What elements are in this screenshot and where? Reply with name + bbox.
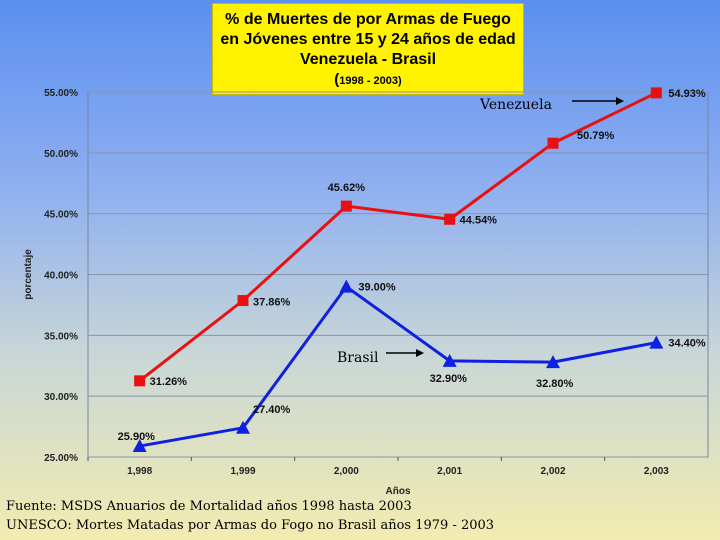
y-tick-label: 50.00% <box>44 149 78 160</box>
series-line-brasil <box>139 284 657 448</box>
subtitle-open: ( <box>334 71 340 88</box>
data-point <box>546 355 560 369</box>
arrow-head <box>416 349 424 357</box>
y-tick-label: 35.00% <box>44 331 78 342</box>
data-point <box>650 87 662 99</box>
data-label: 34.40% <box>668 338 706 350</box>
series-name-label: Venezuela <box>479 97 552 113</box>
data-point <box>340 200 352 212</box>
source-line-2: UNESCO: Mortes Matadas por Armas do Fogo… <box>6 518 495 533</box>
arrow-head <box>616 97 624 105</box>
title-line-1: % de Muertes de por Armas de Fuego <box>225 11 511 28</box>
line-chart: 25.00% 30.00% 35.00% 40.00% 45.00% 50.00% 55.0… <box>23 87 709 497</box>
chart-title: % de Muertes de por Armas de Fuego en Jó… <box>212 3 524 95</box>
data-point <box>444 213 456 225</box>
y-tick-label: 55.00% <box>44 88 78 99</box>
x-tick-label: 1,998 <box>127 466 152 477</box>
source-note: Fuente: MSDS Anuarios de Mortalidad años… <box>6 497 494 535</box>
data-label: 44.54% <box>460 214 498 226</box>
data-point <box>547 137 559 149</box>
chart-subtitle: (1998 - 2003) <box>213 70 523 91</box>
data-point <box>237 295 249 307</box>
data-label: 31.26% <box>150 376 188 388</box>
data-point <box>236 420 250 434</box>
data-point <box>649 335 664 349</box>
data-label: 45.62% <box>328 182 366 194</box>
data-label: 37.86% <box>253 297 291 309</box>
title-line-2: en Jóvenes entre 15 y 24 años de edad <box>220 31 516 48</box>
data-label: 50.79% <box>577 130 615 142</box>
data-label: 54.93% <box>668 88 706 100</box>
y-tick-label: 40.00% <box>44 271 78 282</box>
x-tick-label: 1,999 <box>230 466 255 477</box>
data-label: 32.90% <box>430 373 468 385</box>
data-point <box>134 375 146 387</box>
x-tick-label: 2,000 <box>334 466 359 477</box>
y-tick-label: 45.00% <box>44 210 78 221</box>
x-tick-label: 2,001 <box>437 466 462 477</box>
data-label: 25.90% <box>118 431 156 443</box>
x-tick-label: 2,002 <box>540 466 565 477</box>
data-point <box>132 439 147 453</box>
data-label: 39.00% <box>358 282 396 294</box>
data-point <box>339 279 354 293</box>
y-axis-label: porcentaje <box>23 249 34 300</box>
data-label: 32.80% <box>536 378 574 390</box>
series-line-venezuela <box>138 91 657 383</box>
source-line-1: Fuente: MSDS Anuarios de Mortalidad años… <box>6 499 412 514</box>
title-line-3: Venezuela - Brasil <box>299 51 437 68</box>
data-label: 27.40% <box>253 404 291 416</box>
series-name-label: Brasil <box>337 350 379 366</box>
subtitle-range: 1998 - 2003) <box>339 75 402 87</box>
y-tick-label: 25.00% <box>44 453 78 464</box>
x-axis-label: Años <box>386 486 411 497</box>
data-point <box>442 353 457 367</box>
y-tick-label: 30.00% <box>44 392 78 403</box>
x-tick-label: 2,003 <box>644 466 669 477</box>
